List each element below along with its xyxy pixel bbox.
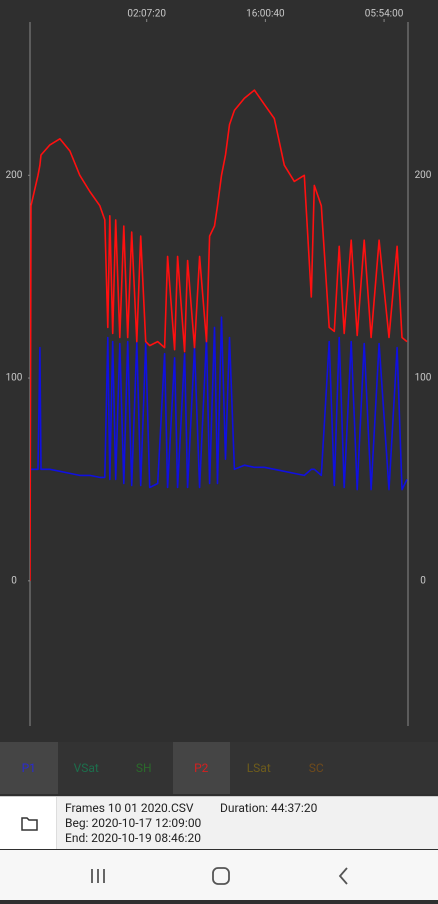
y2-tick-label: 0 — [420, 575, 426, 586]
y-tick-label: 0 — [11, 575, 17, 586]
series-tab[interactable]: SH — [135, 761, 152, 775]
series-tab[interactable]: P2 — [172, 742, 230, 794]
series-line — [30, 89, 408, 581]
folder-icon — [21, 817, 38, 831]
file-begin: Beg: 2020-10-17 12:09:00 — [65, 816, 202, 830]
recent-apps-button[interactable] — [91, 869, 105, 883]
y-tick-label: 100 — [6, 373, 23, 384]
home-button[interactable] — [212, 867, 230, 885]
series-tab[interactable]: LSat — [246, 761, 271, 775]
folder-button[interactable] — [0, 797, 57, 849]
series-line — [30, 316, 408, 491]
file-duration: Duration: 44:37:20 — [220, 801, 318, 815]
x-tick-label: 02:07:20 — [127, 9, 166, 20]
file-end: End: 2020-10-19 08:46:20 — [65, 831, 201, 845]
x-tick-label: 16:00:40 — [246, 9, 285, 20]
navigation-bar — [0, 850, 438, 900]
y-tick-label: 200 — [6, 170, 23, 181]
file-info: Frames 10 01 2020.CSV Duration: 44:37:20… — [0, 796, 438, 849]
y2-tick-label: 100 — [415, 373, 432, 384]
series-tab[interactable]: P1 — [0, 742, 58, 794]
file-name: Frames 10 01 2020.CSV — [65, 801, 194, 815]
x-tick-label: 05:54:00 — [365, 9, 404, 20]
nav-icons — [91, 867, 348, 885]
chart: 02:07:20 16:00:40 05:54:00 0 0 100 100 200 200 — [6, 9, 432, 726]
back-button[interactable] — [338, 867, 348, 885]
series-tab[interactable]: SC — [308, 761, 324, 775]
series-tabs: P1 VSat SH P2 LSat SC — [0, 742, 438, 794]
series-tab[interactable]: VSat — [73, 761, 99, 775]
y2-tick-label: 200 — [415, 170, 432, 181]
plot-area — [30, 89, 408, 581]
